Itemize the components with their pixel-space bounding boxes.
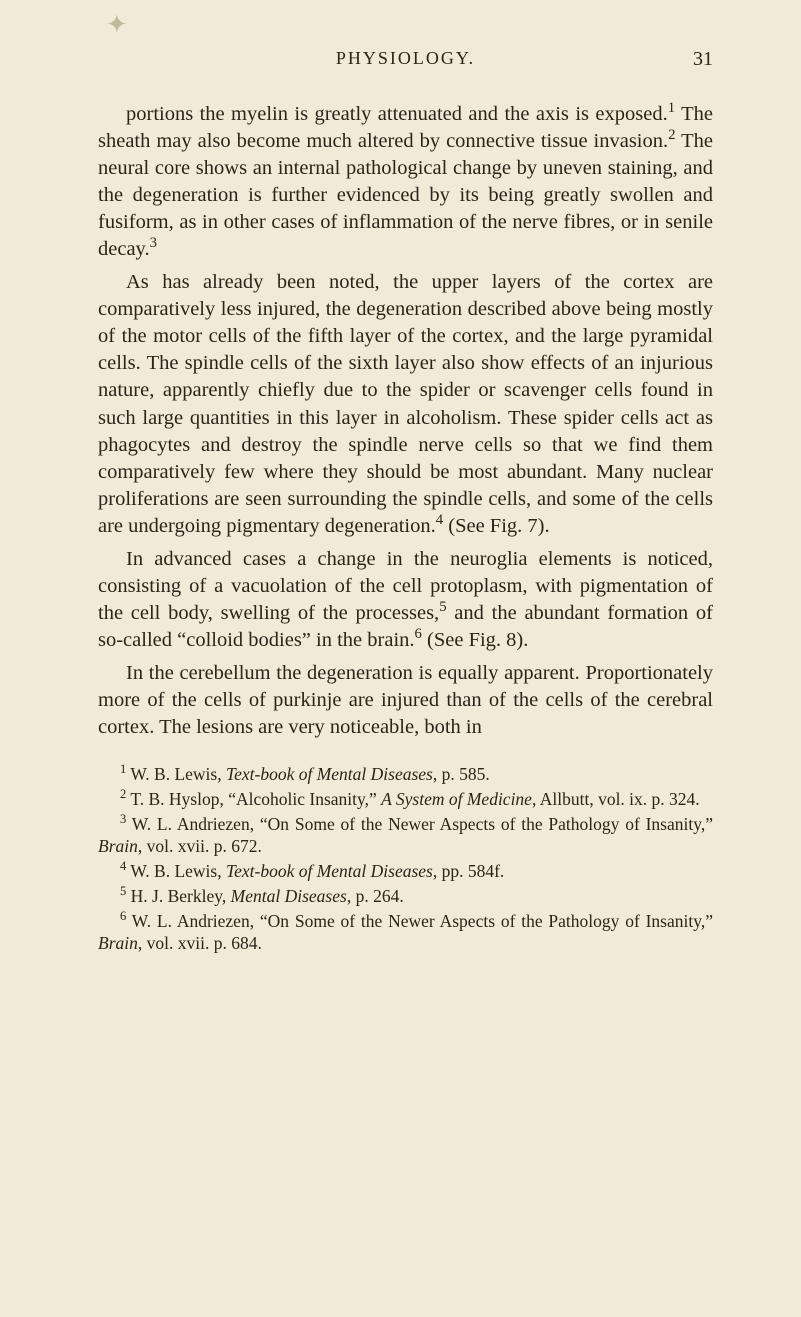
footnote: 1 W. B. Lewis, Text-book of Mental Disea… bbox=[98, 763, 713, 786]
footnote: 4 W. B. Lewis, Text-book of Mental Disea… bbox=[98, 860, 713, 883]
page: ✦ PHYSIOLOGY. 31 portions the myelin is … bbox=[0, 0, 801, 1317]
italic-run: Text-book of Mental Diseases bbox=[226, 861, 433, 881]
text-run: W. B. Lewis, bbox=[126, 764, 226, 784]
text-run: W. L. Andriezen, “On Some of the Newer A… bbox=[126, 814, 713, 834]
footnote: 6 W. L. Andriezen, “On Some of the Newer… bbox=[98, 910, 713, 956]
italic-run: Brain bbox=[98, 933, 138, 953]
text-run: , vol. xvii. p. 684. bbox=[138, 933, 262, 953]
footnote: 2 T. B. Hyslop, “Alcoholic Insanity,” A … bbox=[98, 788, 713, 811]
page-header: PHYSIOLOGY. 31 bbox=[98, 48, 713, 69]
italic-run: Mental Diseases bbox=[231, 886, 347, 906]
superscript: 5 bbox=[439, 599, 446, 615]
running-head: PHYSIOLOGY. bbox=[336, 48, 475, 69]
italic-run: Text-book of Mental Diseases bbox=[226, 764, 433, 784]
superscript: 2 bbox=[668, 127, 675, 143]
text-run: H. J. Berkley, bbox=[126, 886, 230, 906]
text-run: (See Fig. 8). bbox=[422, 629, 528, 651]
text-run: , Allbutt, vol. ix. p. 324. bbox=[532, 789, 700, 809]
paragraph: In advanced cases a change in the neurog… bbox=[98, 546, 713, 654]
superscript: 6 bbox=[415, 626, 422, 642]
text-run: , p. 585. bbox=[433, 764, 490, 784]
text-run: As has already been noted, the upper lay… bbox=[98, 271, 713, 536]
text-run: W. L. Andriezen, “On Some of the Newer A… bbox=[126, 911, 713, 931]
footnote: 5 H. J. Berkley, Mental Diseases, p. 264… bbox=[98, 885, 713, 908]
footnotes: 1 W. B. Lewis, Text-book of Mental Disea… bbox=[98, 763, 713, 955]
superscript: 1 bbox=[668, 100, 675, 116]
footnote: 3 W. L. Andriezen, “On Some of the Newer… bbox=[98, 813, 713, 859]
text-run: In the cerebellum the degeneration is eq… bbox=[98, 662, 713, 738]
text-run: , pp. 584f. bbox=[433, 861, 504, 881]
italic-run: Brain bbox=[98, 836, 138, 856]
superscript: 3 bbox=[150, 235, 157, 251]
text-run: , vol. xvii. p. 672. bbox=[138, 836, 262, 856]
page-smudge: ✦ bbox=[106, 10, 128, 40]
page-number: 31 bbox=[693, 48, 713, 71]
paragraph: As has already been noted, the upper lay… bbox=[98, 269, 713, 539]
text-run: , p. 264. bbox=[347, 886, 404, 906]
body-text: portions the myelin is greatly attenuate… bbox=[98, 101, 713, 741]
paragraph: portions the myelin is greatly attenuate… bbox=[98, 101, 713, 263]
text-run: T. B. Hyslop, “Alcoholic Insanity,” bbox=[126, 789, 381, 809]
text-run: (See Fig. 7). bbox=[443, 515, 549, 537]
text-run: portions the myelin is greatly attenuate… bbox=[126, 103, 668, 125]
text-run: W. B. Lewis, bbox=[126, 861, 226, 881]
paragraph: In the cerebellum the degeneration is eq… bbox=[98, 660, 713, 741]
italic-run: A System of Medicine bbox=[381, 789, 532, 809]
